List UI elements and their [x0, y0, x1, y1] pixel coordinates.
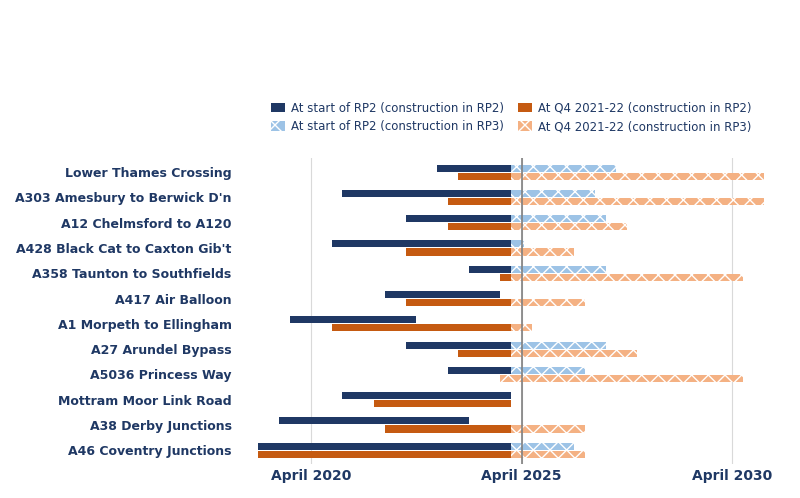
- Bar: [438, 164, 511, 172]
- Bar: [511, 443, 574, 450]
- Bar: [406, 215, 511, 222]
- Bar: [374, 400, 511, 407]
- Bar: [258, 451, 511, 458]
- Bar: [342, 190, 511, 197]
- Bar: [279, 417, 469, 424]
- Bar: [511, 190, 595, 197]
- Bar: [385, 425, 511, 433]
- Bar: [290, 316, 416, 323]
- Bar: [406, 299, 511, 306]
- Bar: [458, 173, 511, 180]
- Bar: [511, 299, 585, 306]
- Bar: [511, 241, 524, 248]
- Bar: [448, 223, 511, 230]
- Bar: [511, 164, 617, 172]
- Bar: [342, 392, 511, 399]
- Bar: [511, 215, 606, 222]
- Bar: [511, 173, 764, 180]
- Bar: [511, 223, 627, 230]
- Bar: [258, 443, 511, 450]
- Bar: [448, 367, 511, 374]
- Legend: At start of RP2 (construction in RP2), At start of RP2 (construction in RP3), At: At start of RP2 (construction in RP2), A…: [266, 97, 756, 138]
- Bar: [511, 350, 638, 357]
- Bar: [501, 375, 743, 382]
- Bar: [385, 291, 501, 298]
- Bar: [406, 249, 511, 255]
- Bar: [469, 265, 511, 273]
- Bar: [332, 324, 511, 331]
- Bar: [501, 274, 511, 281]
- Bar: [406, 342, 511, 349]
- Bar: [511, 249, 574, 255]
- Bar: [511, 265, 606, 273]
- Bar: [448, 198, 511, 205]
- Bar: [511, 367, 585, 374]
- Bar: [332, 241, 511, 248]
- Bar: [511, 198, 764, 205]
- Bar: [511, 342, 606, 349]
- Bar: [458, 350, 511, 357]
- Bar: [511, 425, 585, 433]
- Bar: [511, 274, 743, 281]
- Bar: [511, 451, 585, 458]
- Bar: [511, 324, 532, 331]
